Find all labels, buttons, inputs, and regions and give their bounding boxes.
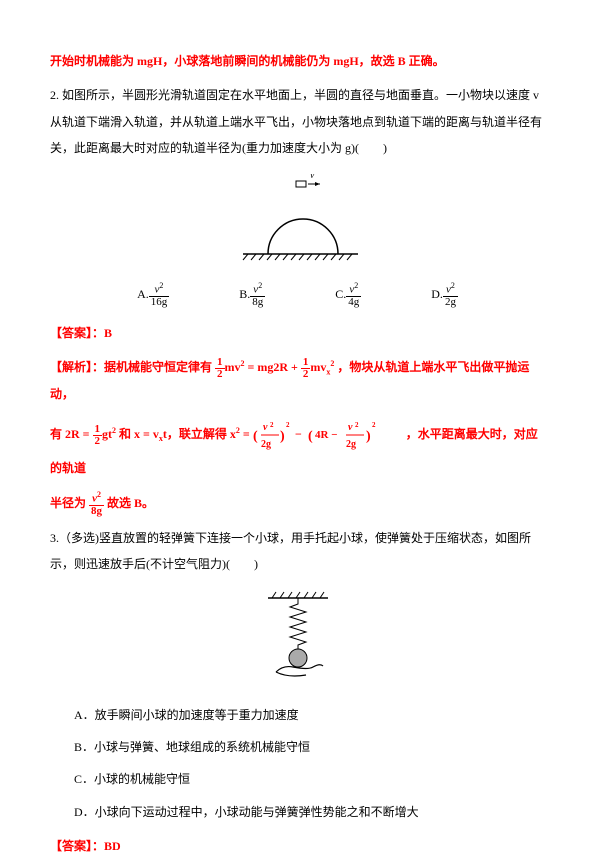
analysis-2-line1: 【解析】：据机械能守恒定律有 12mv2 = mg2R + 12mvx2 ，物块…	[50, 354, 545, 407]
q3-option-d: D．小球向下运动过程中，小球动能与弹簧弹性势能之和不断增大	[74, 799, 545, 825]
question-3: 3.（多选)竖直放置的轻弹簧下连接一个小球，用手托起小球，使弹簧处于压缩状态，如…	[50, 525, 545, 578]
svg-text:2: 2	[270, 421, 274, 429]
diagram-q2: v	[50, 174, 545, 269]
analysis-2-line2: 有 2R = 12gt2 和 x = vxt，联立解得 x2 = ( v2 2g…	[50, 415, 545, 481]
q3-option-c: C．小球的机械能守恒	[74, 766, 545, 792]
prev-answer-text: 开始时机械能为 mgH，小球落地前瞬间的机械能仍为 mgH，故选 B 正确。	[50, 48, 545, 74]
q2-options: A.v216g B.v28g C.v24g D.v22g	[50, 281, 545, 308]
svg-text:v: v	[263, 422, 268, 433]
svg-text:2g: 2g	[346, 439, 356, 450]
svg-text:): )	[366, 429, 371, 444]
svg-text:2g: 2g	[261, 439, 271, 450]
svg-text:v: v	[348, 422, 353, 433]
svg-text:(: (	[253, 429, 258, 444]
svg-text:2: 2	[355, 421, 359, 429]
question-2: 2. 如图所示，半圆形光滑轨道固定在水平地面上，半圆的直径与地面垂直。一小物块以…	[50, 82, 545, 161]
svg-text:): )	[280, 429, 285, 444]
diagram-q3	[50, 590, 545, 690]
svg-text:v: v	[310, 174, 315, 181]
answer-3: 【答案】：BD	[50, 833, 545, 859]
analysis-2-line3: 半径为 v28g 故选 B。	[50, 490, 545, 517]
formula-x2: ( v2 2g ) 2 − ( 4R − v2 2g ) 2	[253, 415, 403, 455]
option-a: A.v216g	[137, 281, 169, 308]
svg-text:−: −	[295, 427, 302, 441]
q3-option-a: A．放手瞬间小球的加速度等于重力加速度	[74, 702, 545, 728]
svg-text:4R −: 4R −	[315, 429, 337, 441]
q3-option-b: B．小球与弹簧、地球组成的系统机械能守恒	[74, 734, 545, 760]
spring-ball-diagram	[258, 590, 338, 690]
option-b: B.v28g	[239, 281, 265, 308]
answer-2: 【答案】：B	[50, 320, 545, 346]
q3-options: A．放手瞬间小球的加速度等于重力加速度 B．小球与弹簧、地球组成的系统机械能守恒…	[74, 702, 545, 826]
svg-text:2: 2	[286, 421, 290, 429]
option-d: D.v22g	[431, 281, 458, 308]
semicircle-diagram: v	[228, 174, 368, 269]
option-c: C.v24g	[335, 281, 361, 308]
svg-text:2: 2	[372, 421, 376, 429]
svg-text:(: (	[308, 429, 313, 444]
